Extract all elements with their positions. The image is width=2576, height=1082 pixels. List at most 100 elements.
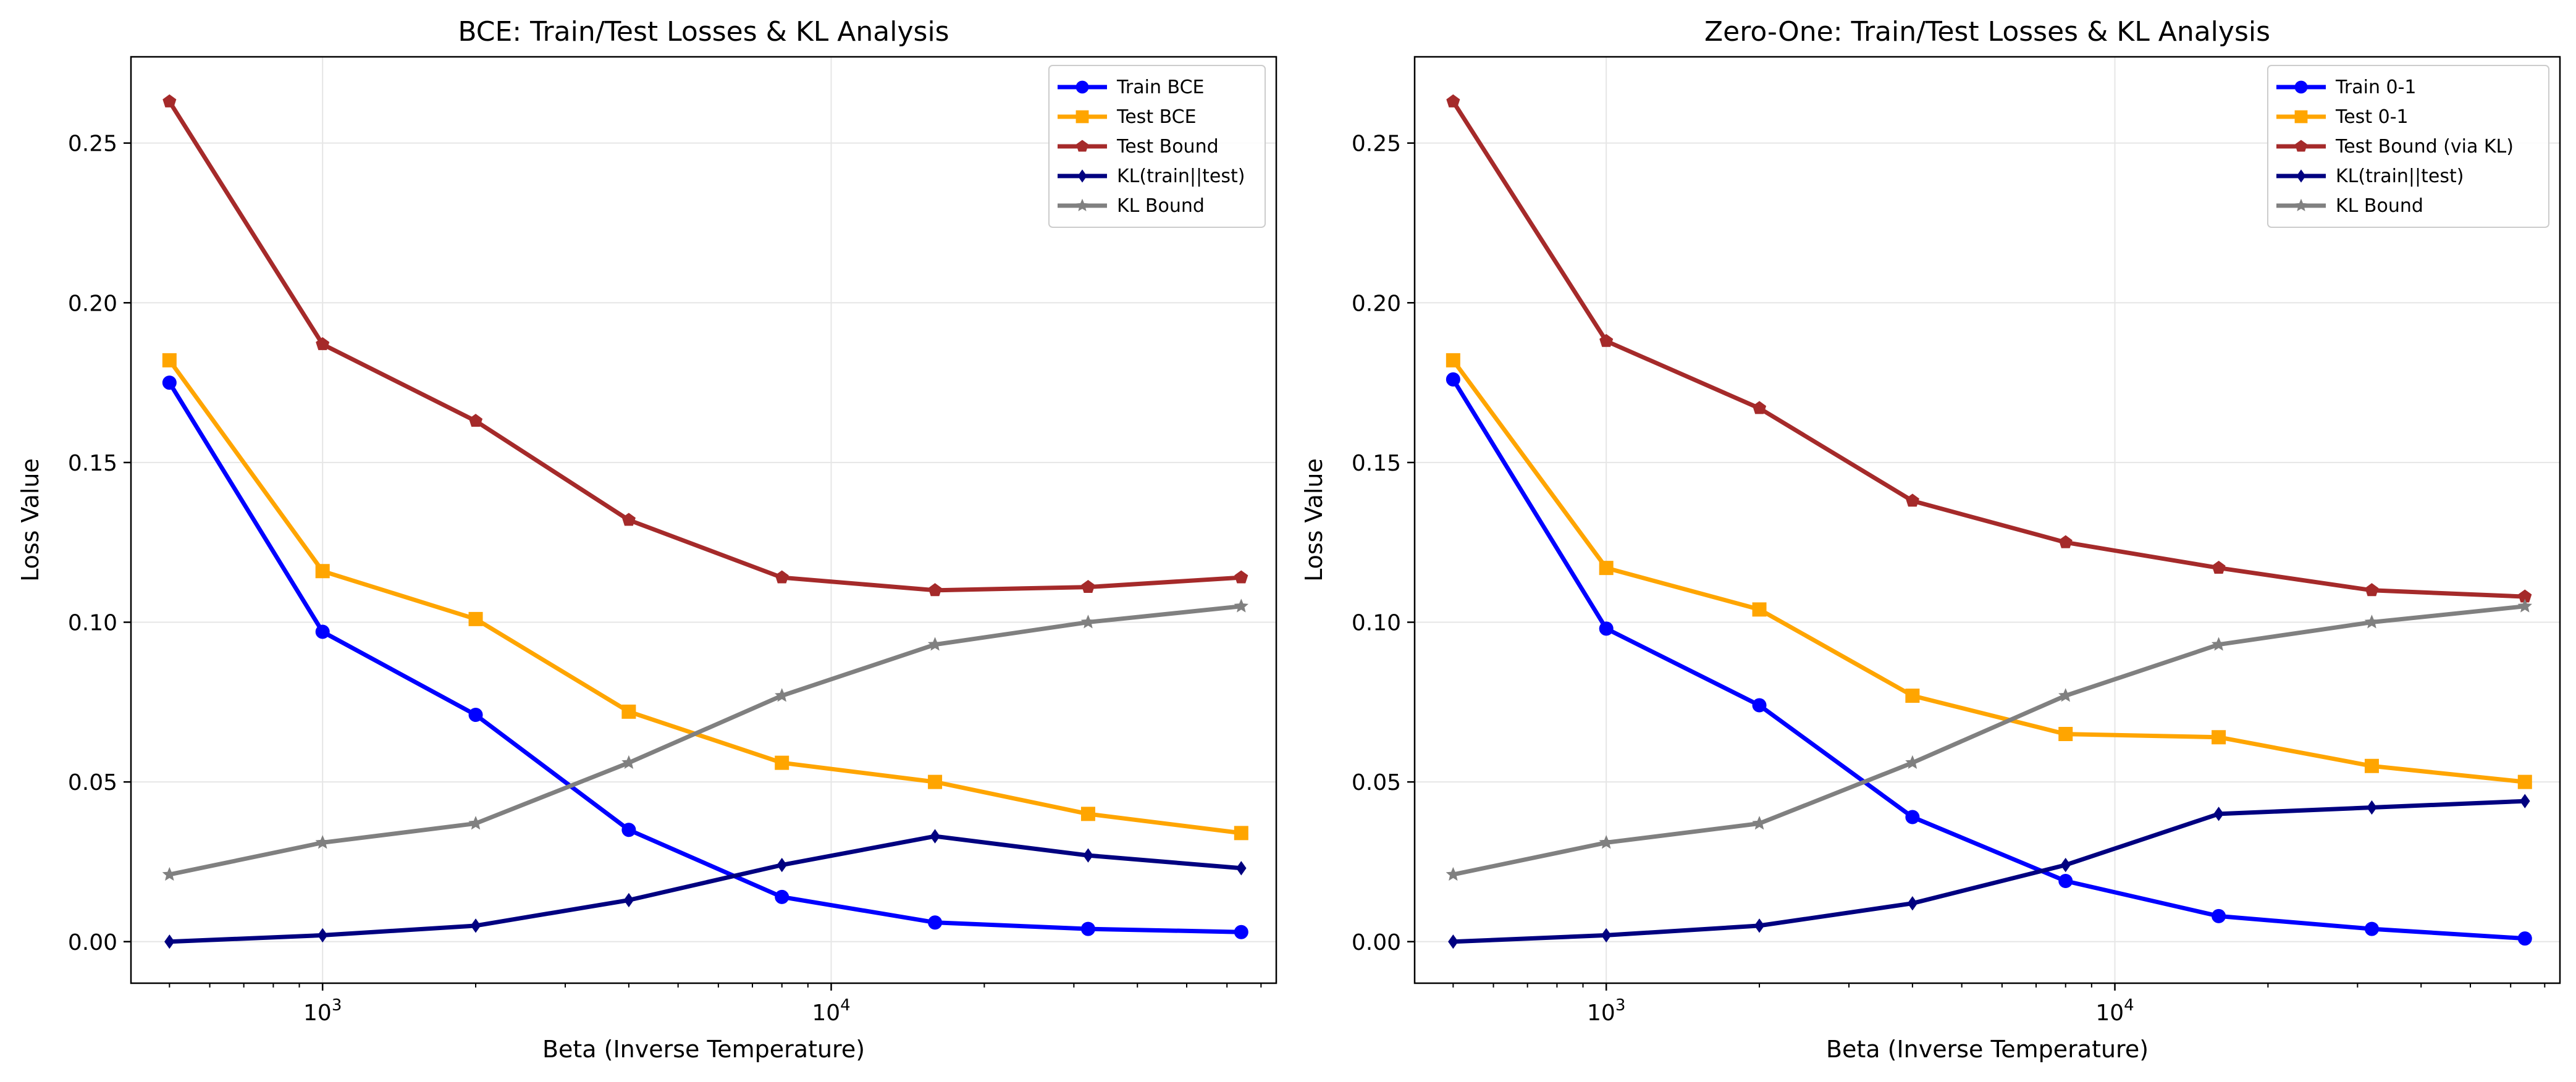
legend-label: KL(train||test) <box>2336 166 2464 187</box>
y-tick-label: 0.25 <box>68 132 117 157</box>
data-point <box>1234 826 1248 841</box>
x-tick-label: 103 <box>1587 996 1625 1026</box>
chart-title: BCE: Train/Test Losses & KL Analysis <box>458 16 949 48</box>
data-point <box>2058 727 2073 742</box>
data-point <box>317 928 328 943</box>
series-Test 0-1 <box>1446 353 2532 789</box>
series-line <box>1451 378 2525 941</box>
y-axis-label: Loss Value <box>1300 458 1328 582</box>
data-point <box>315 564 330 579</box>
data-point <box>470 918 481 933</box>
legend-label: KL Bound <box>2336 195 2423 217</box>
data-point <box>1907 896 1918 911</box>
data-point <box>1752 602 1767 617</box>
data-point <box>1448 934 1458 949</box>
data-point <box>775 755 789 770</box>
data-point <box>162 375 177 390</box>
legend-swatch-marker <box>2294 80 2308 94</box>
data-point <box>1599 835 1614 849</box>
data-point <box>1601 928 1612 943</box>
data-point <box>2058 688 2073 702</box>
data-point <box>2213 807 2224 821</box>
data-point <box>1754 918 1765 933</box>
legend-swatch-marker <box>2296 169 2306 183</box>
data-point <box>2058 873 2073 888</box>
y-tick-label: 0.20 <box>1352 291 1401 316</box>
data-point <box>2365 583 2379 597</box>
x-axis-label: Beta (Inverse Temperature) <box>1826 1036 2149 1063</box>
x-tick-label: 104 <box>812 996 850 1026</box>
data-point <box>928 915 943 930</box>
legend-swatch-marker <box>2294 198 2308 212</box>
data-point <box>1599 621 1614 636</box>
series-Train BCE <box>162 375 1248 939</box>
grid-lines <box>131 57 1276 983</box>
legend-label: Train 0-1 <box>2335 77 2417 98</box>
data-point <box>2364 614 2380 629</box>
legend-swatch-marker <box>1075 140 1089 152</box>
legend-box <box>2267 65 2549 228</box>
y-tick-label: 0.10 <box>68 611 117 636</box>
series-Train 0-1 <box>1446 372 2532 946</box>
data-point <box>164 934 175 949</box>
data-point <box>2212 560 2226 574</box>
data-point <box>621 823 636 837</box>
data-point <box>315 624 330 639</box>
legend-swatch-marker <box>2294 140 2308 152</box>
data-point <box>468 611 483 626</box>
series-line <box>169 834 1242 944</box>
x-tick-label: 103 <box>303 996 342 1026</box>
data-point <box>621 704 636 719</box>
legend-label: Test BCE <box>1116 106 1197 128</box>
data-point <box>2212 908 2226 923</box>
legend-label: Train BCE <box>1116 77 1204 98</box>
data-point <box>1752 816 1767 830</box>
chart-title: Zero-One: Train/Test Losses & KL Analysi… <box>1704 16 2270 48</box>
series-KL Bound <box>1446 598 2532 881</box>
data-point <box>2517 931 2532 946</box>
data-point <box>930 829 940 844</box>
data-point <box>2211 637 2226 651</box>
chart-panel-zero-one: 0.00 0.05 0.10 0.15 0.20 0.25 103 104 Zero-One: … <box>1300 16 2561 1063</box>
legend-label: KL Bound <box>1117 195 1205 217</box>
data-point <box>1905 493 1919 507</box>
y-axis-label: Loss Value <box>17 458 44 582</box>
data-point <box>777 857 788 873</box>
data-point <box>468 708 483 723</box>
legend-swatch-marker <box>1075 80 1089 94</box>
data-point <box>775 889 789 904</box>
series-line <box>167 381 1242 934</box>
chart-panel-bce: 0.00 0.05 0.10 0.15 0.20 0.25 103 104 BCE: Train… <box>17 16 1277 1063</box>
data-point <box>623 892 634 908</box>
data-point <box>927 637 943 651</box>
data-point <box>1599 561 1614 576</box>
data-point <box>1752 698 1767 713</box>
data-point <box>468 816 483 830</box>
y-tick-label: 0.05 <box>1352 770 1401 795</box>
legend-label: KL(train||test) <box>1117 166 1245 187</box>
legend-label: Test Bound <box>1116 136 1219 157</box>
legend-label: Test Bound (via KL) <box>2335 136 2514 157</box>
data-point <box>315 835 330 849</box>
series-KL Bound <box>162 598 1248 881</box>
series-line <box>167 100 1242 593</box>
data-point <box>1234 925 1248 939</box>
y-tick-label: 0.00 <box>68 930 117 955</box>
plot-frame <box>130 56 1277 984</box>
data-point <box>1081 580 1095 593</box>
series-line <box>1451 100 2525 599</box>
data-point <box>2058 535 2073 548</box>
y-tick-label: 0.15 <box>1352 451 1401 476</box>
series-KL(train||test) <box>1448 794 2530 949</box>
y-tick-label: 0.10 <box>1352 611 1401 636</box>
data-point <box>2212 730 2226 745</box>
legend-swatch-marker <box>1075 110 1089 124</box>
data-point <box>1446 372 1460 387</box>
y-tick-label: 0.05 <box>68 770 117 795</box>
data-point <box>2517 598 2532 613</box>
y-tick-label: 0.00 <box>1352 930 1401 955</box>
legend-box <box>1048 65 1266 228</box>
data-point <box>621 513 636 526</box>
series-Test BCE <box>162 353 1248 841</box>
data-point <box>162 94 177 107</box>
